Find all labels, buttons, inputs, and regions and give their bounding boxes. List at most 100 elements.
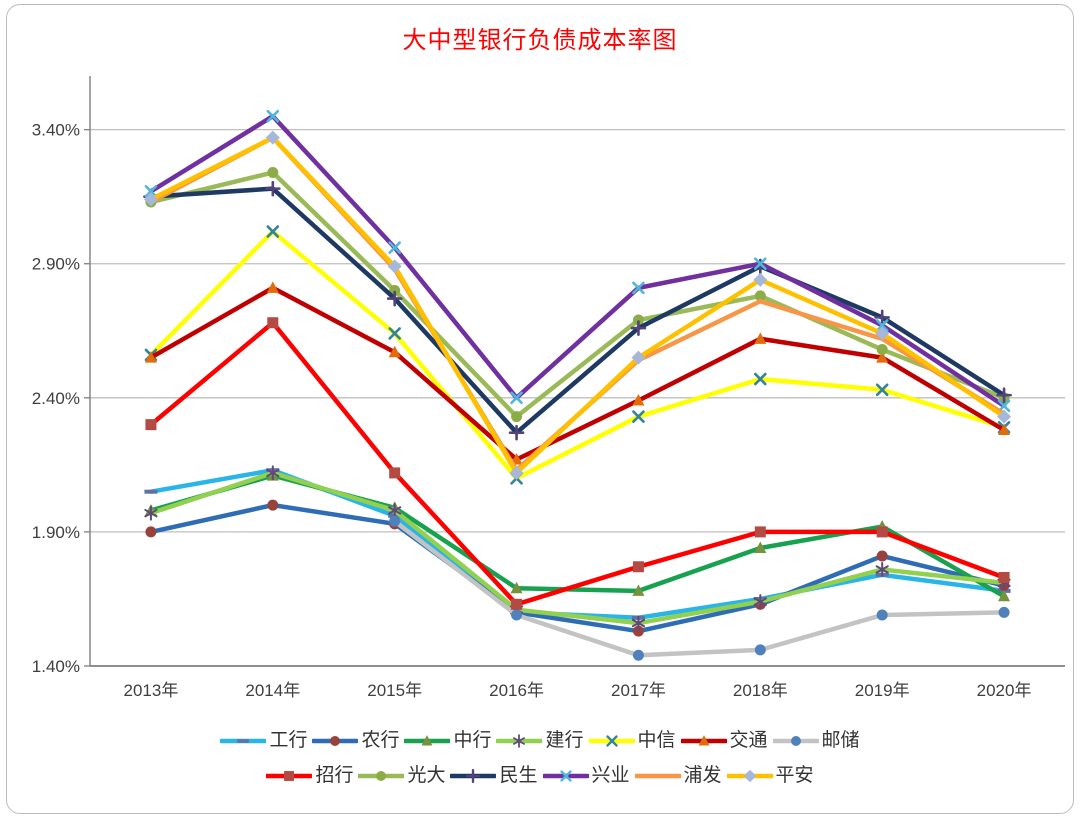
legend-key bbox=[772, 735, 819, 746]
diamond-marker bbox=[997, 409, 1012, 424]
circle-marker bbox=[632, 649, 644, 661]
x-axis-tick-label: 2015年 bbox=[367, 681, 422, 700]
diamond-marker bbox=[631, 350, 646, 365]
legend-label: 光大 bbox=[407, 765, 446, 786]
legend-item: 招行 bbox=[266, 766, 353, 785]
series-line bbox=[392, 518, 1007, 658]
diamond-marker bbox=[387, 259, 402, 274]
series-9 bbox=[143, 180, 1012, 441]
legend-label: 民生 bbox=[499, 765, 538, 786]
legend-item: 建行 bbox=[496, 730, 584, 751]
circle-marker bbox=[754, 644, 766, 656]
legend-item: 农行 bbox=[312, 731, 399, 750]
series-line bbox=[148, 470, 1007, 626]
y-axis-tick-label: 1.90% bbox=[32, 523, 80, 542]
plus-marker bbox=[874, 309, 890, 326]
diamond-marker bbox=[265, 130, 280, 145]
legend-label: 交通 bbox=[729, 730, 768, 751]
x-axis-tick-label: 2014年 bbox=[245, 681, 300, 700]
circle-marker bbox=[754, 290, 766, 302]
square-marker bbox=[145, 419, 157, 431]
x-marker bbox=[754, 257, 767, 271]
circle-marker bbox=[511, 609, 523, 621]
circle-marker bbox=[876, 609, 888, 621]
plus-marker bbox=[265, 180, 281, 197]
plus-marker bbox=[996, 387, 1012, 403]
legend-key bbox=[496, 733, 543, 748]
legend-label: 招行 bbox=[315, 765, 354, 786]
y-axis-tick-label: 2.40% bbox=[32, 389, 80, 408]
circle-marker bbox=[632, 625, 644, 637]
circle-marker bbox=[511, 411, 523, 423]
square-marker bbox=[876, 526, 888, 538]
legend-key bbox=[726, 769, 773, 782]
square-marker bbox=[284, 770, 295, 781]
circle-marker bbox=[330, 735, 341, 746]
triangle-marker bbox=[632, 394, 645, 406]
asterisk-marker bbox=[388, 502, 402, 518]
circle-marker bbox=[998, 606, 1010, 618]
legend-key bbox=[358, 770, 405, 781]
series-line bbox=[148, 135, 1007, 476]
legend-key bbox=[634, 773, 681, 778]
series-5 bbox=[144, 281, 1011, 465]
legend-label: 邮储 bbox=[821, 730, 860, 751]
legend-item: 兴业 bbox=[542, 766, 630, 785]
legend-label: 平安 bbox=[775, 765, 814, 786]
circle-marker bbox=[389, 515, 401, 527]
triangle-marker bbox=[510, 581, 523, 594]
series-line bbox=[148, 170, 1007, 419]
diamond-marker bbox=[743, 769, 756, 782]
asterisk-marker bbox=[513, 733, 526, 748]
legend-item: 中信 bbox=[588, 731, 676, 750]
legend-item: 交通 bbox=[680, 730, 768, 751]
series-3 bbox=[144, 465, 1011, 631]
x-axis-tick-label: 2020年 bbox=[977, 681, 1032, 700]
triangle-marker bbox=[632, 584, 645, 596]
dash-marker bbox=[144, 489, 158, 494]
series-6 bbox=[389, 515, 1010, 661]
legend-item: 中行 bbox=[404, 731, 491, 750]
y-axis-tick-label: 2.90% bbox=[32, 255, 80, 274]
legend-key bbox=[220, 738, 267, 743]
x-marker bbox=[388, 327, 401, 340]
dash-marker bbox=[237, 738, 250, 743]
x-marker bbox=[632, 281, 645, 295]
square-marker bbox=[511, 598, 523, 610]
x-axis-tick-label: 2018年 bbox=[733, 681, 788, 700]
series-line bbox=[148, 320, 1007, 607]
legend-key bbox=[312, 735, 359, 746]
diamond-marker bbox=[143, 192, 158, 207]
triangle-marker bbox=[266, 281, 279, 293]
legend-item: 民生 bbox=[450, 765, 538, 786]
circle-marker bbox=[790, 735, 801, 746]
x-axis-tick-label: 2013年 bbox=[124, 681, 179, 700]
legend-label: 建行 bbox=[545, 730, 584, 751]
legend-key bbox=[450, 768, 497, 783]
square-marker bbox=[754, 526, 766, 538]
plus-marker bbox=[466, 768, 481, 783]
plus-marker bbox=[508, 424, 525, 441]
square-marker bbox=[998, 572, 1010, 583]
legend-item: 工行 bbox=[220, 731, 307, 750]
circle-marker bbox=[876, 550, 888, 562]
series-0 bbox=[144, 467, 1011, 620]
chart-legend-row-2: 招行 光大 民生 兴业 浦发 平安 bbox=[0, 766, 1080, 785]
series-line bbox=[148, 229, 1007, 481]
legend-item: 平安 bbox=[726, 765, 814, 786]
asterisk-marker bbox=[144, 505, 158, 521]
legend-key bbox=[588, 734, 635, 747]
series-7 bbox=[145, 317, 1010, 610]
square-marker bbox=[389, 467, 401, 479]
series-8 bbox=[145, 167, 1010, 423]
x-marker bbox=[632, 410, 645, 423]
circle-marker bbox=[632, 314, 644, 326]
plus-marker bbox=[386, 290, 403, 307]
circle-marker bbox=[145, 526, 157, 538]
legend-key bbox=[542, 769, 589, 782]
series-line bbox=[148, 467, 1007, 620]
diamond-marker bbox=[875, 326, 890, 341]
diamond-marker bbox=[509, 465, 524, 480]
x-marker bbox=[875, 383, 889, 397]
